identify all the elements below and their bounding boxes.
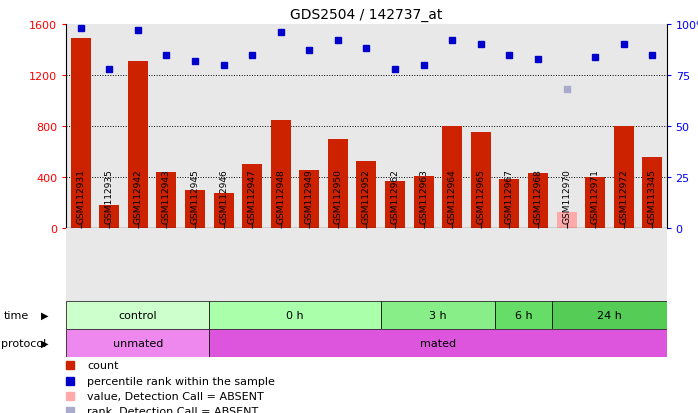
Bar — [409, 25, 438, 229]
Bar — [352, 25, 380, 229]
Bar — [181, 229, 209, 301]
Text: value, Detection Call = ABSENT: value, Detection Call = ABSENT — [87, 391, 264, 401]
Bar — [66, 229, 95, 301]
Bar — [438, 229, 466, 301]
Bar — [156, 173, 177, 229]
Bar — [324, 25, 352, 229]
Text: count: count — [87, 361, 119, 370]
Bar — [414, 176, 433, 229]
Text: mated: mated — [420, 338, 456, 348]
Text: percentile rank within the sample: percentile rank within the sample — [87, 376, 275, 386]
Text: time: time — [3, 310, 29, 320]
Bar — [438, 25, 466, 229]
Bar — [357, 161, 376, 229]
Bar — [209, 301, 380, 329]
Bar — [556, 212, 577, 229]
Bar — [638, 229, 667, 301]
Text: 24 h: 24 h — [597, 310, 622, 320]
Bar — [124, 229, 152, 301]
Text: rank, Detection Call = ABSENT: rank, Detection Call = ABSENT — [87, 406, 258, 413]
Text: ▶: ▶ — [40, 310, 48, 320]
Bar — [614, 127, 634, 229]
Bar — [209, 25, 238, 229]
Text: protocol: protocol — [1, 338, 46, 348]
Bar — [581, 229, 609, 301]
Bar — [466, 25, 495, 229]
Bar — [124, 25, 152, 229]
Bar — [552, 301, 667, 329]
Bar — [66, 25, 95, 229]
Bar — [299, 170, 319, 229]
Bar — [552, 25, 581, 229]
Bar — [95, 25, 124, 229]
Text: control: control — [119, 310, 157, 320]
Bar — [70, 39, 91, 229]
Text: 0 h: 0 h — [286, 310, 304, 320]
Bar — [524, 25, 552, 229]
Bar — [638, 25, 667, 229]
Bar — [238, 229, 267, 301]
Bar — [499, 179, 519, 229]
Bar — [271, 121, 290, 229]
Bar — [185, 190, 205, 229]
Bar — [528, 174, 548, 229]
Bar — [181, 25, 209, 229]
Bar — [495, 229, 524, 301]
Bar — [95, 229, 124, 301]
Bar — [581, 25, 609, 229]
Bar — [66, 301, 209, 329]
Bar — [552, 229, 581, 301]
Bar — [267, 229, 295, 301]
Text: ▶: ▶ — [40, 338, 48, 348]
Bar — [324, 229, 352, 301]
Title: GDS2504 / 142737_at: GDS2504 / 142737_at — [290, 8, 443, 22]
Bar — [609, 229, 638, 301]
Bar — [380, 25, 409, 229]
Bar — [214, 193, 234, 229]
Bar — [495, 25, 524, 229]
Bar — [152, 25, 181, 229]
Text: 6 h: 6 h — [515, 310, 533, 320]
Bar — [352, 229, 380, 301]
Bar — [380, 229, 409, 301]
Bar — [295, 25, 324, 229]
Bar — [295, 229, 324, 301]
Bar — [152, 229, 181, 301]
Bar — [385, 182, 405, 229]
Text: 3 h: 3 h — [429, 310, 447, 320]
Bar — [267, 25, 295, 229]
Bar — [209, 329, 667, 357]
Bar — [495, 301, 552, 329]
Bar — [380, 301, 495, 329]
Bar — [585, 178, 605, 229]
Text: unmated: unmated — [112, 338, 163, 348]
Bar — [470, 133, 491, 229]
Bar — [99, 206, 119, 229]
Bar — [209, 229, 238, 301]
Bar — [609, 25, 638, 229]
Bar — [328, 140, 348, 229]
Bar — [242, 165, 262, 229]
Bar — [443, 127, 462, 229]
Bar — [466, 229, 495, 301]
Bar — [642, 157, 662, 229]
Bar — [238, 25, 267, 229]
Bar — [66, 329, 209, 357]
Bar — [128, 62, 148, 229]
Bar — [524, 229, 552, 301]
Bar — [409, 229, 438, 301]
